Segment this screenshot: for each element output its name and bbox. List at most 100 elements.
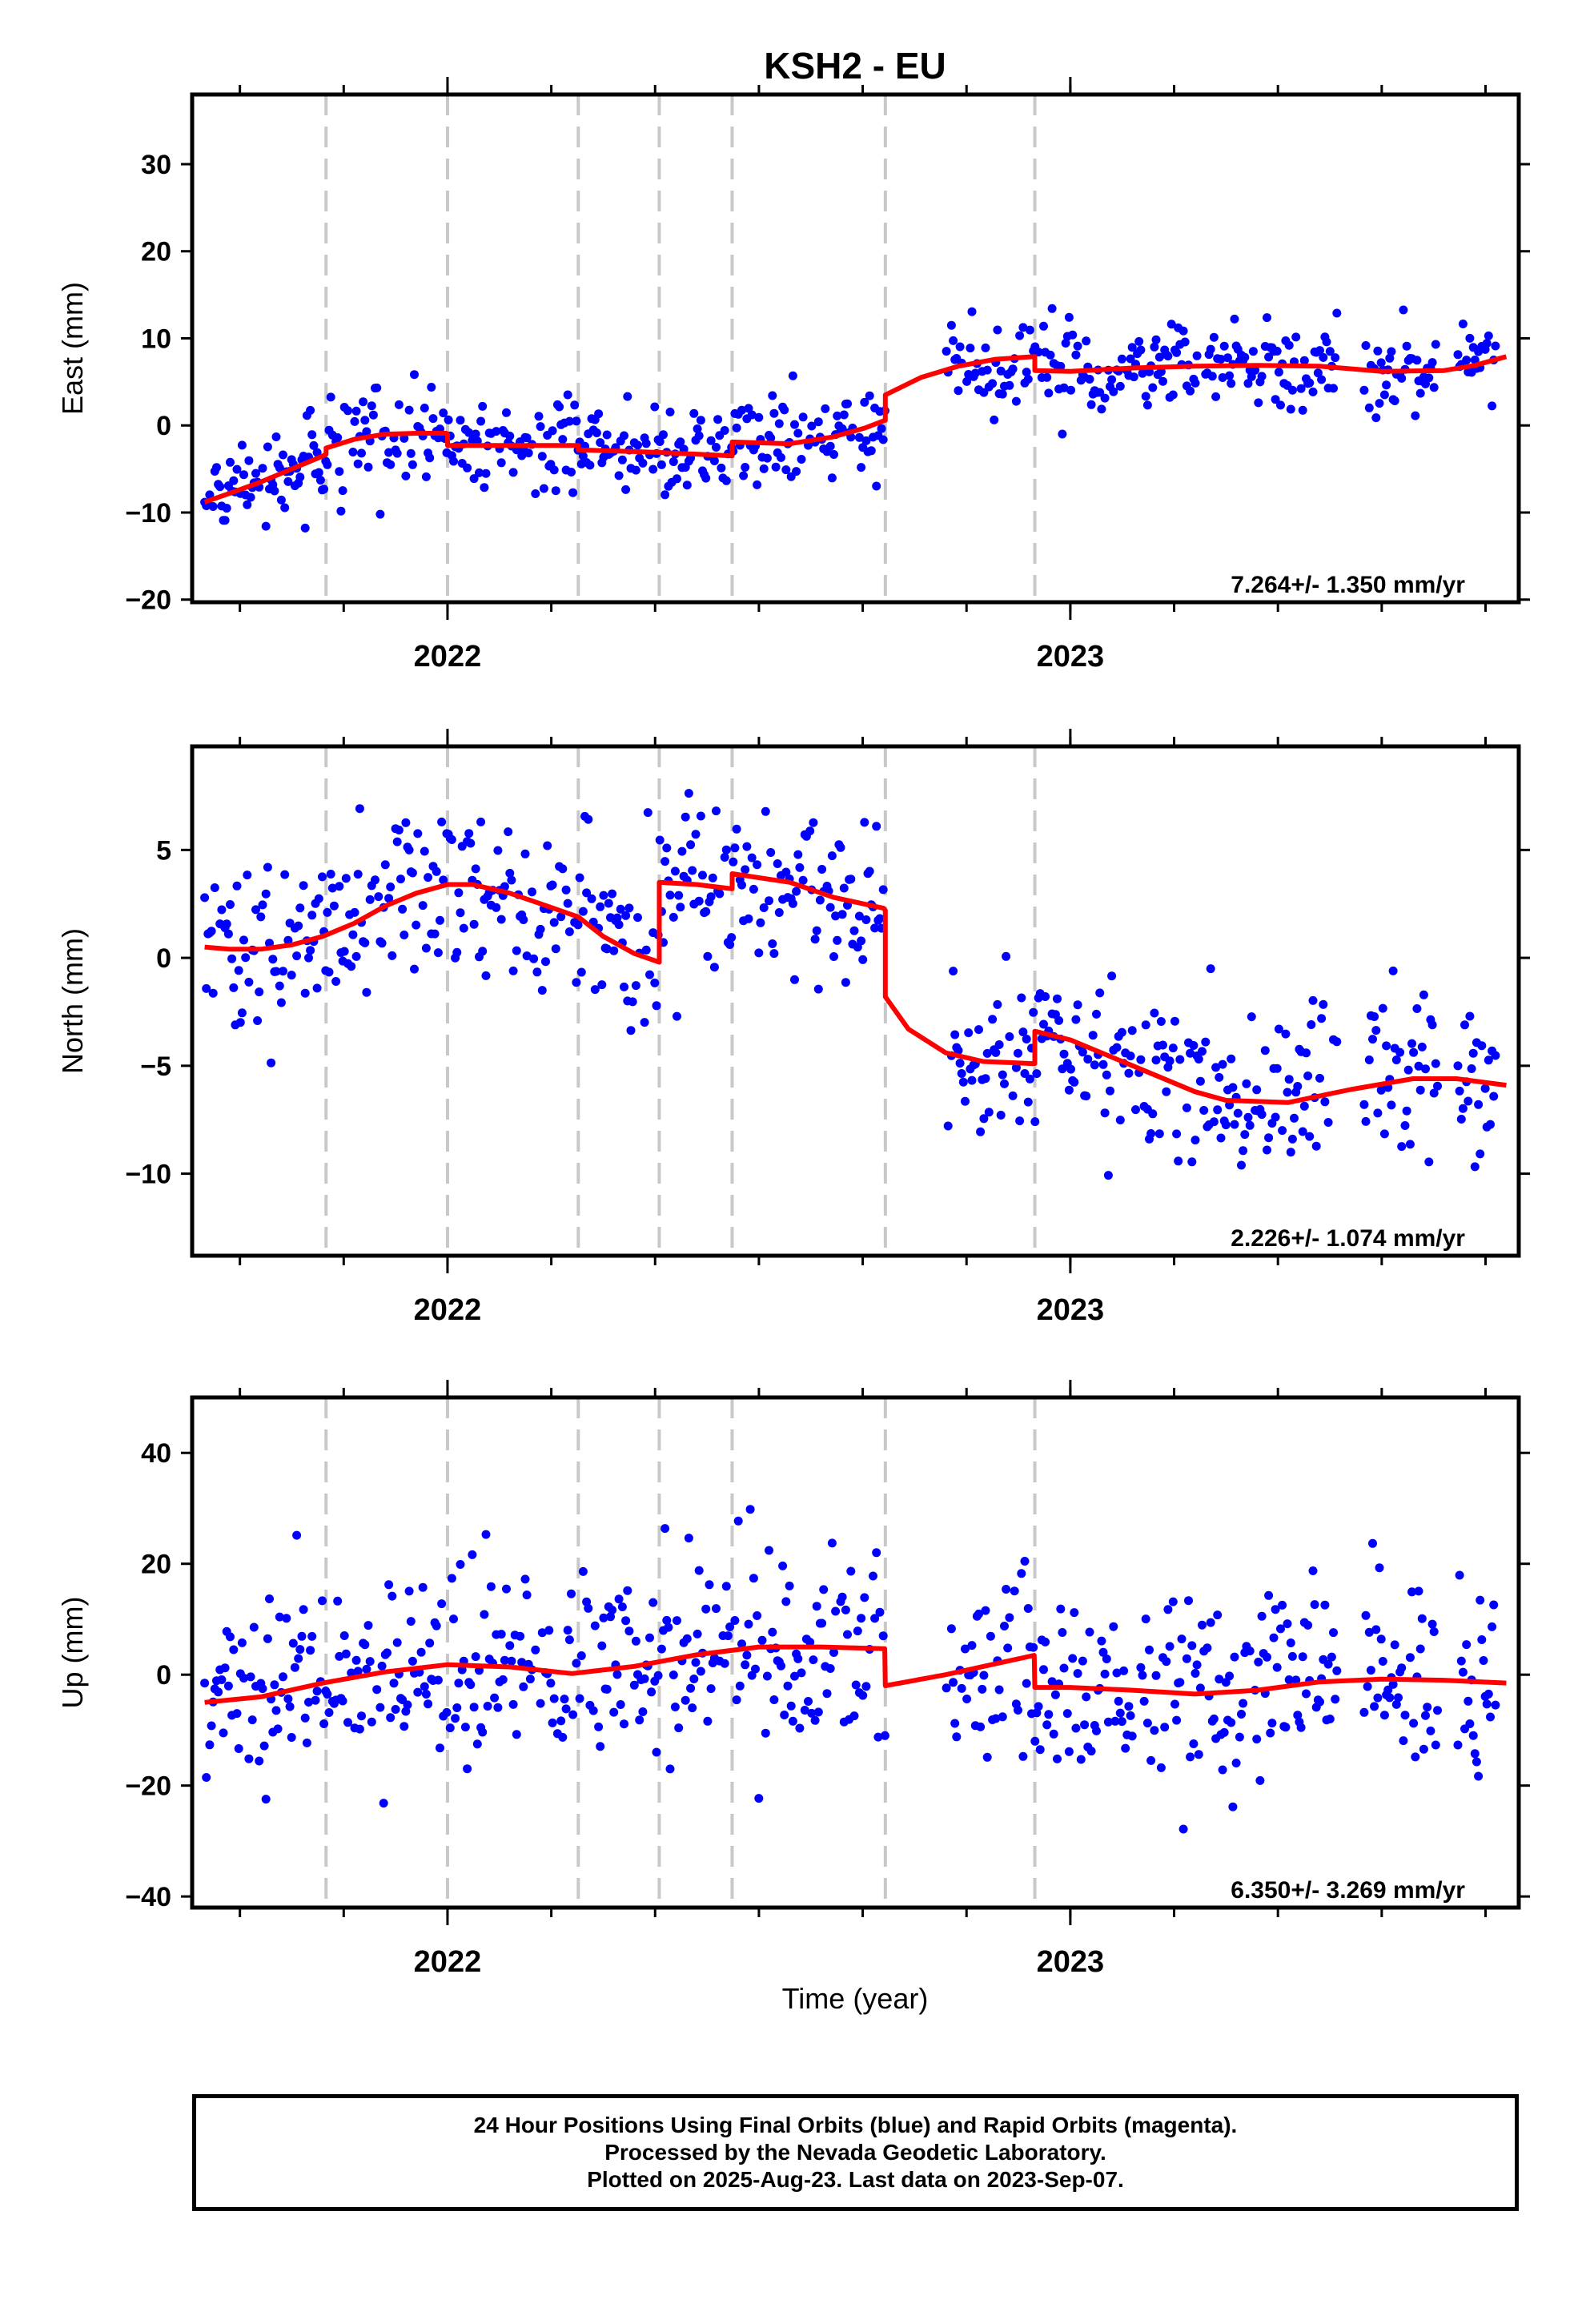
data-point xyxy=(1178,326,1188,336)
data-point xyxy=(408,460,417,469)
data-point xyxy=(1303,1620,1313,1630)
data-point xyxy=(1115,381,1125,391)
data-point xyxy=(1177,1634,1186,1644)
data-point xyxy=(534,412,544,421)
data-point xyxy=(1245,1647,1255,1656)
data-point xyxy=(841,1605,850,1614)
data-point xyxy=(1411,411,1420,420)
data-point xyxy=(275,1612,284,1622)
data-point xyxy=(653,1671,663,1680)
data-point xyxy=(226,457,235,467)
data-point xyxy=(665,891,675,900)
data-point xyxy=(290,1663,299,1672)
data-point xyxy=(249,1622,259,1632)
data-point xyxy=(652,1747,661,1757)
data-point xyxy=(1061,339,1070,348)
data-point xyxy=(207,927,216,936)
data-point xyxy=(744,914,753,923)
data-point xyxy=(427,383,436,392)
data-point xyxy=(1126,1051,1135,1061)
data-point xyxy=(831,1606,841,1616)
data-point xyxy=(549,465,559,475)
data-point xyxy=(978,1684,987,1694)
data-point xyxy=(620,1719,628,1729)
data-point xyxy=(283,476,293,486)
data-point xyxy=(1320,1097,1330,1107)
data-point xyxy=(638,1707,648,1716)
data-point xyxy=(753,480,762,489)
data-point xyxy=(1172,1715,1182,1725)
data-point xyxy=(1082,336,1091,346)
data-point xyxy=(306,405,315,415)
data-point xyxy=(1307,1020,1316,1029)
data-point xyxy=(1385,353,1395,363)
data-point xyxy=(647,1687,656,1697)
y-axis-title: East (mm) xyxy=(56,282,89,415)
data-point xyxy=(812,1602,821,1611)
data-point xyxy=(805,826,815,836)
data-point xyxy=(949,336,958,345)
data-point xyxy=(1429,1088,1439,1098)
data-point xyxy=(1371,413,1381,423)
data-point xyxy=(1039,1665,1048,1675)
data-point xyxy=(297,1631,307,1641)
data-point xyxy=(1034,1702,1043,1711)
data-point xyxy=(1405,1653,1415,1663)
data-point xyxy=(1296,384,1306,393)
data-point xyxy=(1082,1092,1091,1101)
data-point xyxy=(1092,1726,1101,1735)
data-point xyxy=(1415,1085,1425,1095)
data-point xyxy=(765,1546,773,1555)
data-point xyxy=(244,456,254,465)
data-point xyxy=(1000,1622,1009,1630)
data-point xyxy=(1163,352,1173,361)
data-point xyxy=(1293,1711,1303,1720)
data-point xyxy=(505,432,515,440)
data-point xyxy=(466,1680,476,1690)
data-point xyxy=(765,896,773,906)
data-point xyxy=(1102,1070,1111,1080)
data-point xyxy=(1207,372,1217,381)
data-point xyxy=(757,1635,767,1645)
data-point xyxy=(312,983,322,993)
data-point xyxy=(670,1703,680,1711)
data-point xyxy=(351,951,361,961)
data-point xyxy=(362,987,371,997)
data-point xyxy=(1278,1126,1287,1136)
data-point xyxy=(572,416,581,426)
data-point xyxy=(706,436,716,445)
data-point xyxy=(478,401,488,411)
data-point xyxy=(1025,325,1034,335)
data-point xyxy=(1319,999,1328,1009)
data-point xyxy=(766,433,776,443)
data-point xyxy=(1014,1706,1022,1715)
data-point xyxy=(1311,1141,1321,1151)
data-point xyxy=(519,915,528,924)
data-point xyxy=(614,471,624,480)
data-point xyxy=(1464,1696,1473,1706)
data-point xyxy=(1000,1079,1009,1088)
data-point xyxy=(1407,1039,1416,1048)
data-point xyxy=(537,1628,547,1638)
data-point xyxy=(998,389,1007,399)
data-point xyxy=(1015,1116,1025,1126)
data-point xyxy=(1383,1685,1393,1695)
data-point xyxy=(849,1711,859,1721)
data-point xyxy=(360,1640,370,1650)
data-point xyxy=(1034,348,1043,357)
data-point xyxy=(1237,1710,1246,1719)
data-point xyxy=(1218,1765,1227,1775)
data-point xyxy=(701,1604,711,1614)
data-point xyxy=(655,437,665,446)
data-point xyxy=(1131,1105,1140,1115)
plot-frame xyxy=(190,744,1521,1258)
data-point xyxy=(1482,339,1492,348)
data-point xyxy=(1172,1129,1182,1139)
data-point xyxy=(543,841,552,850)
data-point xyxy=(1424,373,1434,383)
data-point xyxy=(629,1680,639,1690)
data-point xyxy=(721,1582,731,1591)
up-panel: −40 −20 0 20 40 2022 2023 Up (mm) 6.350+/- 3.269… xyxy=(56,1380,1530,1979)
data-point xyxy=(1468,1048,1478,1058)
